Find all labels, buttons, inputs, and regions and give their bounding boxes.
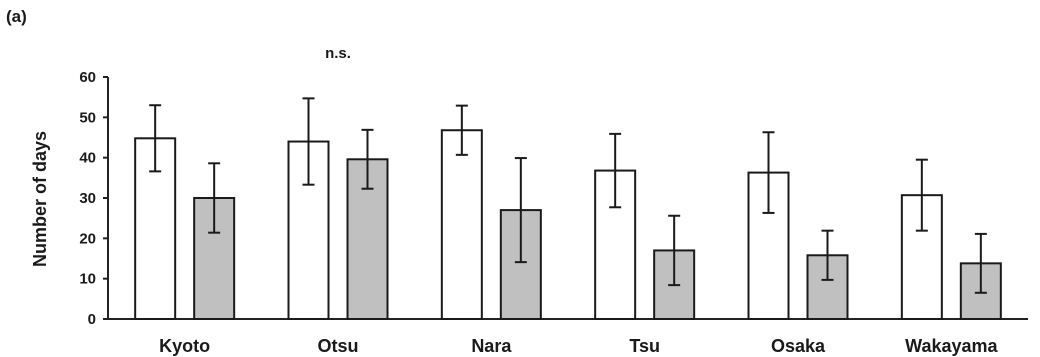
y-tick-label: 50 xyxy=(79,109,96,126)
x-tick-label-otsu: Otsu xyxy=(317,336,358,356)
y-tick-label: 60 xyxy=(79,69,96,86)
annotations: n.s. xyxy=(325,45,351,62)
error-bars xyxy=(149,97,987,294)
x-tick-label-nara: Nara xyxy=(471,336,512,356)
x-tick-label-wakayama: Wakayama xyxy=(905,336,998,356)
x-tick-label-osaka: Osaka xyxy=(771,336,826,356)
y-tick-label: 20 xyxy=(79,230,96,247)
bar-nara-1 xyxy=(440,129,483,320)
x-tick-label-tsu: Tsu xyxy=(629,336,660,356)
y-tick-label: 40 xyxy=(79,150,96,167)
annotation-label: n.s. xyxy=(325,45,351,62)
panel-label: (a) xyxy=(6,7,27,26)
y-tick-label: 30 xyxy=(79,190,96,207)
y-tick-label: 0 xyxy=(88,311,96,328)
y-tick-label: 10 xyxy=(79,271,96,288)
y-axis-label: Number of days xyxy=(30,131,50,267)
x-tick-label-kyoto: Kyoto xyxy=(159,336,210,356)
x-tick-labels: Kyoto Otsu Nara Tsu Osaka Wakayama xyxy=(159,336,998,356)
axes: 0 10 20 30 40 50 60 xyxy=(79,69,1028,328)
bars xyxy=(134,129,1002,321)
bar-osaka-2 xyxy=(806,254,849,320)
y-axis-label-group: Number of days xyxy=(30,131,50,267)
